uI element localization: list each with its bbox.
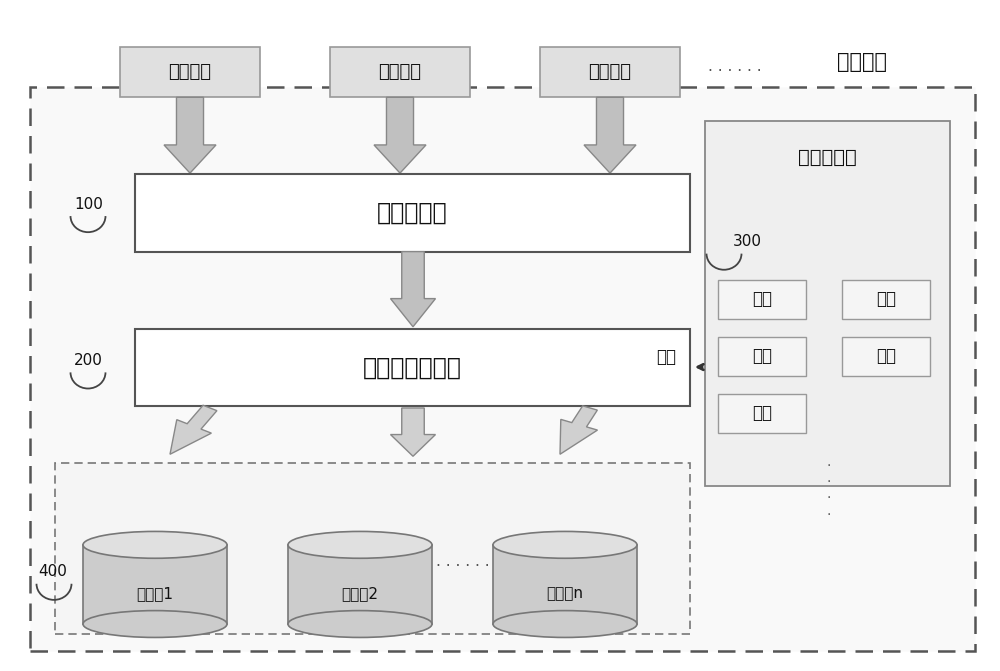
Ellipse shape: [288, 611, 432, 637]
Text: 400: 400: [38, 564, 67, 579]
Bar: [705, 121, 950, 486]
Text: 理财业务: 理财业务: [378, 63, 422, 81]
Polygon shape: [164, 97, 216, 173]
Text: 解冻: 解冻: [876, 348, 896, 365]
Text: 查询: 查询: [752, 405, 772, 422]
Text: 业务接口层: 业务接口层: [377, 201, 448, 225]
Text: 数据库2: 数据库2: [342, 586, 378, 601]
Bar: [135, 174, 690, 252]
Text: ·
·
·
·: · · · ·: [827, 459, 831, 521]
Text: 存款业务: 存款业务: [168, 63, 212, 81]
Polygon shape: [374, 97, 426, 173]
Text: 账务系统: 账务系统: [837, 52, 887, 72]
Bar: [842, 337, 930, 376]
Ellipse shape: [493, 531, 637, 558]
Ellipse shape: [83, 531, 227, 558]
Polygon shape: [390, 408, 436, 456]
Text: 通用指令库: 通用指令库: [798, 148, 857, 167]
Polygon shape: [560, 406, 597, 454]
Text: 业务数据路由层: 业务数据路由层: [363, 356, 462, 379]
Bar: [718, 280, 806, 319]
Text: 100: 100: [74, 197, 103, 212]
Polygon shape: [493, 545, 637, 624]
Bar: [30, 87, 975, 651]
Bar: [540, 47, 680, 97]
Bar: [842, 280, 930, 319]
Polygon shape: [170, 405, 217, 454]
Bar: [718, 337, 806, 376]
Polygon shape: [288, 545, 432, 624]
Text: 300: 300: [733, 234, 762, 249]
Bar: [330, 47, 470, 97]
Text: 存入: 存入: [876, 291, 896, 308]
Text: · · · · · ·: · · · · · ·: [436, 560, 490, 574]
Text: 取出: 取出: [752, 291, 772, 308]
Text: 冻结: 冻结: [752, 348, 772, 365]
Ellipse shape: [493, 611, 637, 637]
Ellipse shape: [83, 611, 227, 637]
Bar: [718, 394, 806, 433]
Text: 200: 200: [74, 354, 103, 368]
Polygon shape: [83, 545, 227, 624]
Polygon shape: [584, 97, 636, 173]
Text: · · · · · ·: · · · · · ·: [708, 64, 762, 79]
Text: 数据库1: 数据库1: [136, 586, 174, 601]
Ellipse shape: [288, 531, 432, 558]
Bar: [120, 47, 260, 97]
Bar: [135, 329, 690, 406]
Text: 卡券业务: 卡券业务: [589, 63, 632, 81]
Text: 数据库n: 数据库n: [546, 586, 584, 601]
Bar: [55, 463, 690, 634]
Polygon shape: [390, 252, 436, 327]
Text: 调用: 调用: [656, 348, 676, 366]
